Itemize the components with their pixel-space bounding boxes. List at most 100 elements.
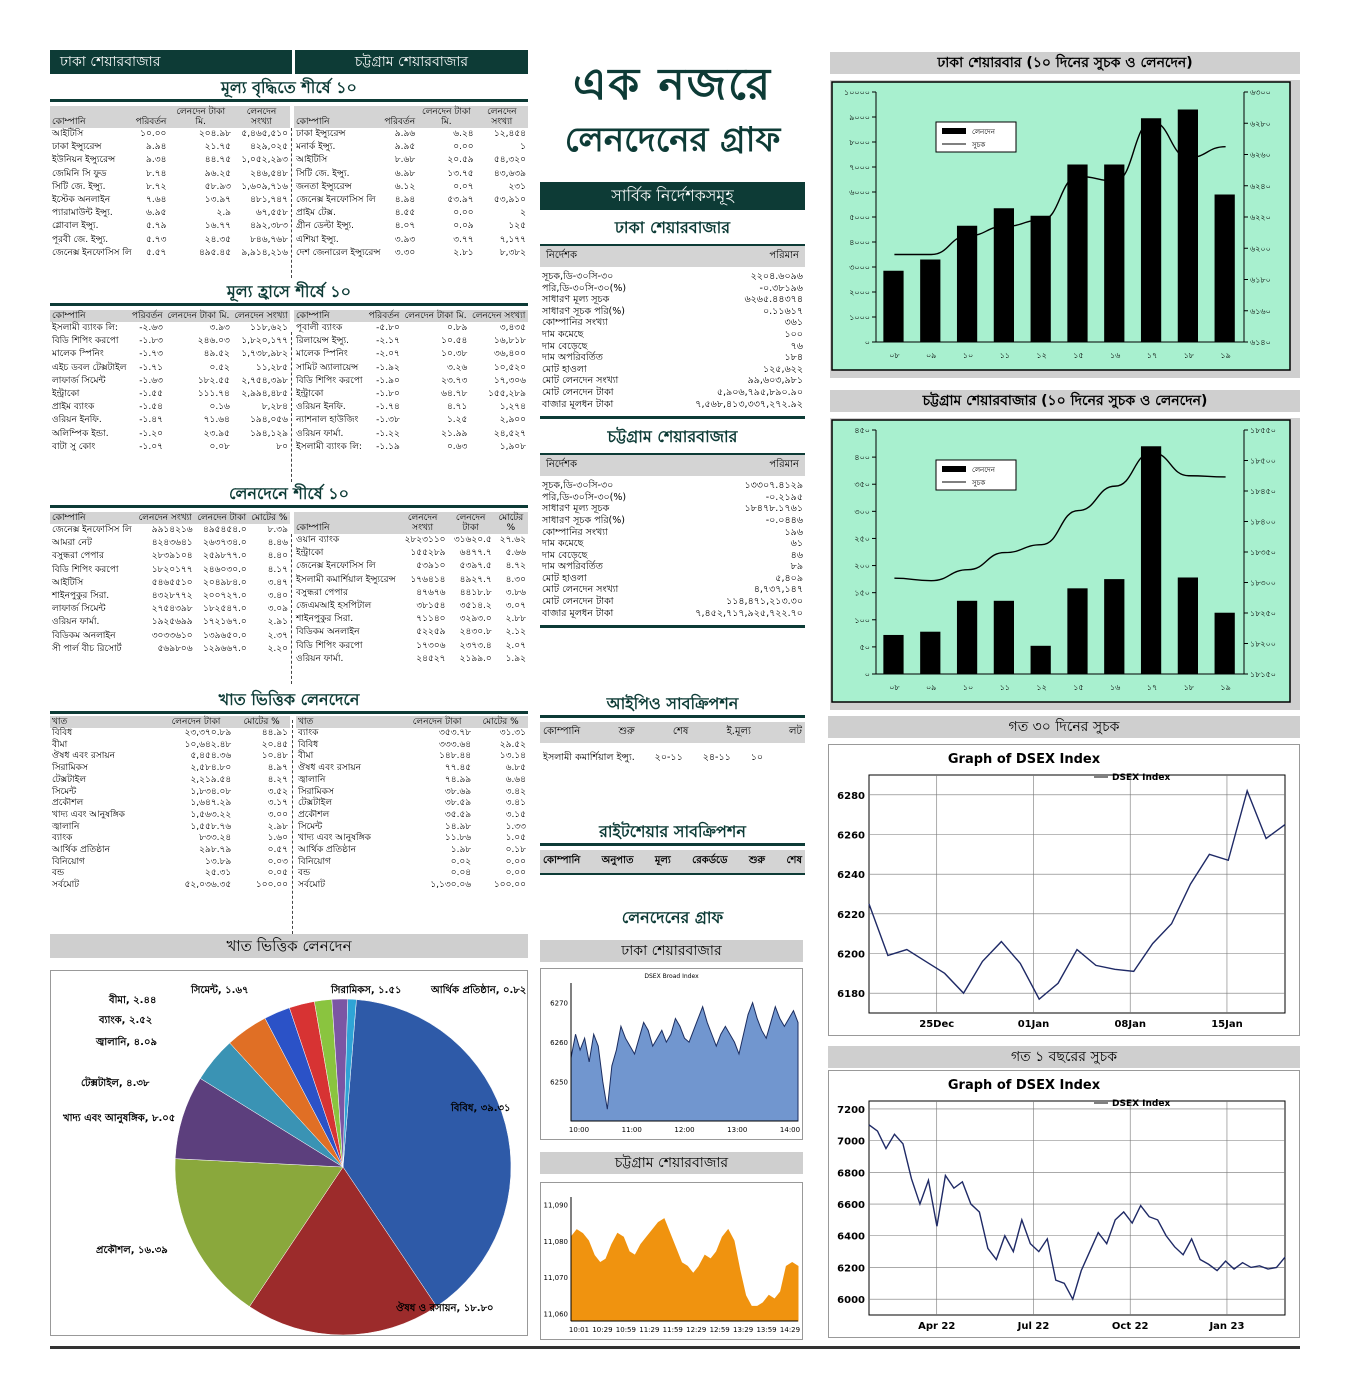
table-cell: ৫৬৯৮০৬ xyxy=(157,643,193,654)
table-head: কোম্পানি পরিবর্তন লেনদেন টাকা মি. লেনদেন সং… xyxy=(294,106,528,128)
table-cell: বন্ড xyxy=(52,868,65,879)
table-row: আইটিসি ১০.০০ ২০৪.৯৮ ৫,৪৬৫,৫১০ xyxy=(50,128,290,141)
indicator-name: সাধারণ মূল্য সূচক xyxy=(542,294,610,306)
table-row: টেক্সটাইল ২,২১৯.৫৪ ৪.২৭ xyxy=(50,775,290,787)
y-tick-label: 11,060 xyxy=(544,1311,569,1319)
plot-frame xyxy=(868,774,1286,1014)
table-cell: ২০.৫৯ xyxy=(447,155,474,166)
table-cell: ৩১.৩১ xyxy=(499,728,526,738)
table-cell: ৮০ xyxy=(276,441,288,452)
table-cell: অলিম্পিক ইন্ডা. xyxy=(52,428,109,439)
y-tick-label: ২০০০ xyxy=(849,288,870,297)
rights-head: কোম্পানি অনুপাত মূল্য রেকর্ডডে শুরু শেষ xyxy=(540,850,805,875)
table-cell: ২৩১ xyxy=(508,181,526,192)
table-row: দেশ জেনারেল ইন্স্যুরেন্স ৩.৩০ ২.৮১ ৮,৩৮২ xyxy=(294,247,528,260)
area xyxy=(570,1001,799,1122)
bar-5 xyxy=(1067,588,1088,674)
table-cell: ১,৬৪৭.২৯ xyxy=(190,798,232,809)
col-header: পরিবর্তন xyxy=(384,117,416,127)
table-cell: ৬.৯৮ xyxy=(394,168,416,179)
volume-cse-table: কোম্পানি লেনদেন সংখ্যা লেনদেন টাকা মোটের % ও… xyxy=(294,512,528,666)
indicator-value: ৭,৪৫২,৭১৭,৯২৫,৭২২.৭০ xyxy=(695,607,803,619)
rights-title: রাইটশেয়ার সাবক্রিপশন xyxy=(540,820,805,846)
pie-label: ঔষধ ও রসায়ন, ১৮.৮০ xyxy=(396,1301,494,1314)
x-tick-label: ০৮ xyxy=(889,683,900,692)
pie-label: বিবিধ, ৩৯.৩১ xyxy=(450,1101,511,1114)
header-row: কোম্পানি পরিবর্তন লেনদেন টাকা মি. লেনদেন সং… xyxy=(50,310,290,322)
y-tick-label: ৪০০০ xyxy=(849,238,870,247)
table-cell: সিটি জে. ইন্স্যু. xyxy=(52,181,106,192)
table-cell: ১১,২৮৫ xyxy=(255,362,288,373)
table-cell: ৬.৮৫ xyxy=(505,763,526,774)
ipo-row: ইসলামী কমার্শিয়াল ইন্স্যু. ২০-১১ ২৪-১১ ১০ xyxy=(540,743,805,766)
col-header: লেনদেন সংখ্যা xyxy=(138,513,192,523)
table-row: ঔষধ এবং রসায়ন ৫,৪৫৪.৩৬ ১০.৪৮ xyxy=(50,751,290,763)
legend-bar-label: লেনদেন xyxy=(972,466,996,474)
y-tick-label: ০ xyxy=(865,670,870,679)
table-cell: ১,০৫২,২৯৩ xyxy=(241,155,288,166)
table-row: মনার্ক ইন্স্যু. ৯.৯৫ ০.০০ ১ xyxy=(294,141,528,154)
table-row: জেমিনি সি ফুড ৮.৭৪ ৯৬.২৫ ২৪৬,৫৪৮ xyxy=(50,168,290,181)
table-row: পূবালী ব্যাংক -৫.৮০ ০.৮৯ ৩,৪৩৫ xyxy=(294,322,528,335)
table-cell: ৪.০৭ xyxy=(394,221,416,232)
table-cell: ২,৯০০ xyxy=(499,415,526,426)
table-cell: শাইনপুকুর সিরা. xyxy=(52,591,110,602)
table-body: ব্যাংক ৩৫৩.৭৮ ৩১.৩১ বিবিধ ৩৩৩.৬৪ ২৯.৫২ বীমা ১৪৮… xyxy=(296,728,528,892)
indicator-row: সাধারণ সূচক পরি(%) ০.১১৬১৭ xyxy=(542,306,803,318)
table-cell: ৬৪৭৭.৭ xyxy=(459,548,492,559)
area xyxy=(570,1218,799,1322)
ipo-col-header: শুরু xyxy=(618,726,635,737)
table-cell: ২১৯৯.০ xyxy=(459,653,492,664)
y-tick-label: ৫০০০ xyxy=(849,213,870,222)
table-cell: ৪৩২৮৭৭২ xyxy=(151,591,193,602)
y-tick-label: 7200 xyxy=(837,1105,865,1116)
y2-tick-label: ১৮২০০ xyxy=(1250,640,1276,649)
table-cell: ৩.০০ xyxy=(267,809,288,820)
table-cell: ২৭৫৪৩৯৮ xyxy=(151,604,193,615)
cse-indices-head: নির্দেশক পরিমান xyxy=(540,453,805,477)
column-divider xyxy=(291,128,292,278)
indicator-name: মোট হাওলা xyxy=(542,363,587,375)
rights-section: রাইটশেয়ার সাবক্রিপশন কোম্পানি অনুপাত মূল্… xyxy=(540,820,805,875)
table-cell: ৭৪.৯৯ xyxy=(444,774,472,785)
table-cell: ২৩.৭৩ xyxy=(441,375,468,386)
indicator-row: কোম্পানির সংখ্যা ৩৬১ xyxy=(542,317,803,329)
table-row: বসুন্ধরা পেপার ২৮৩৯১০৪ ২৫৯৮৭৭.০ ৪.৪০ xyxy=(50,550,290,563)
table-cell: ১,৯০৮ xyxy=(499,441,526,452)
x-tick-label: 13:00 xyxy=(727,1126,747,1134)
volume-section: লেনদেনে শীর্ষে ১০ কোম্পানি লেনদেন সংখ্যা ল… xyxy=(50,482,528,684)
col-header: লেনদেন সংখ্যা xyxy=(472,311,526,321)
table-cell: বিনিয়োগ xyxy=(298,856,331,867)
table-row: এশিয়া ইন্স্যু. ৩.৯৩ ৩.৭৭ ৭,১৭৭ xyxy=(294,234,528,247)
table-cell: -৫.৮০ xyxy=(376,323,400,333)
table-row: সিমেন্ট ১,৮৩৪.০৮ ৩.৫২ xyxy=(50,787,290,799)
table-cell: ২.৯১ xyxy=(267,617,288,628)
table-cell: ১,৫৬৩.২২ xyxy=(190,809,232,820)
x-tick-label: ১২ xyxy=(1036,683,1046,692)
indicator-row: সূচক,ডি-৩০সি-৩০ ১৩৩০৭.৪১২৯ xyxy=(542,480,803,492)
table-cell: ২৪৬.০৩ xyxy=(197,336,230,347)
indicator-value: ১১৪,৪৭১,২১৩.৩০ xyxy=(726,596,803,608)
dse-intraday-chart: DSEX Broad Index 6250 6260 6270 10:00 11:00 12… xyxy=(540,968,803,1140)
table-cell: ৫২২৫৯ xyxy=(416,627,446,638)
table-cell: ৫৩,৯১০ xyxy=(493,195,526,206)
chart-title: Graph of DSEX Index xyxy=(948,1078,1101,1093)
table-cell: এইচ ডবল টেক্সটাইল xyxy=(52,362,127,373)
gainers-cse-table: কোম্পানি পরিবর্তন লেনদেন টাকা মি. লেনদেন সং… xyxy=(294,106,528,260)
table-row: সিমেন্ট ১৪.৯৮ ১.৩৩ xyxy=(296,822,528,834)
table-body: জেনেক্স ইনফোসিস লি ৯৯১৪২১৬ ৪৯৫৪৫৪.০ ৮.৩৯ আমর… xyxy=(50,524,290,656)
table-cell: ৭৭.৪৫ xyxy=(444,763,472,774)
table-row: ঢাকা ইন্স্যুরেন্স ৯.৯৪ ২১.৭৫ ৪২৯,০২৫ xyxy=(50,141,290,154)
y-tick-label: ১৫০ xyxy=(854,589,870,598)
table-cell: জেএমআই হসপিটাল xyxy=(296,601,372,612)
table-row: বিডি শিপিং করপো -১.৯০ ২৩.৭৩ ১৭,৩০৬ xyxy=(294,375,528,388)
y-tick-label: ৫০ xyxy=(860,643,870,652)
table-cell: ১.৯৮ xyxy=(450,845,472,856)
indicator-row: মোট লেনদেন সংখ্যা ৯৯,৬০৩,৯৮১ xyxy=(542,375,803,387)
table-cell: টেক্সটাইল xyxy=(52,774,87,785)
table-cell: ৪৯২৭.৭ xyxy=(459,574,492,585)
table-cell: ৩.৪৭ xyxy=(267,577,288,588)
column-divider xyxy=(291,332,292,482)
table-cell: ঢাকা ইন্স্যুরেন্স xyxy=(52,142,102,153)
indicator-value: ৪,৭৩৭,১৪৭ xyxy=(753,584,803,596)
